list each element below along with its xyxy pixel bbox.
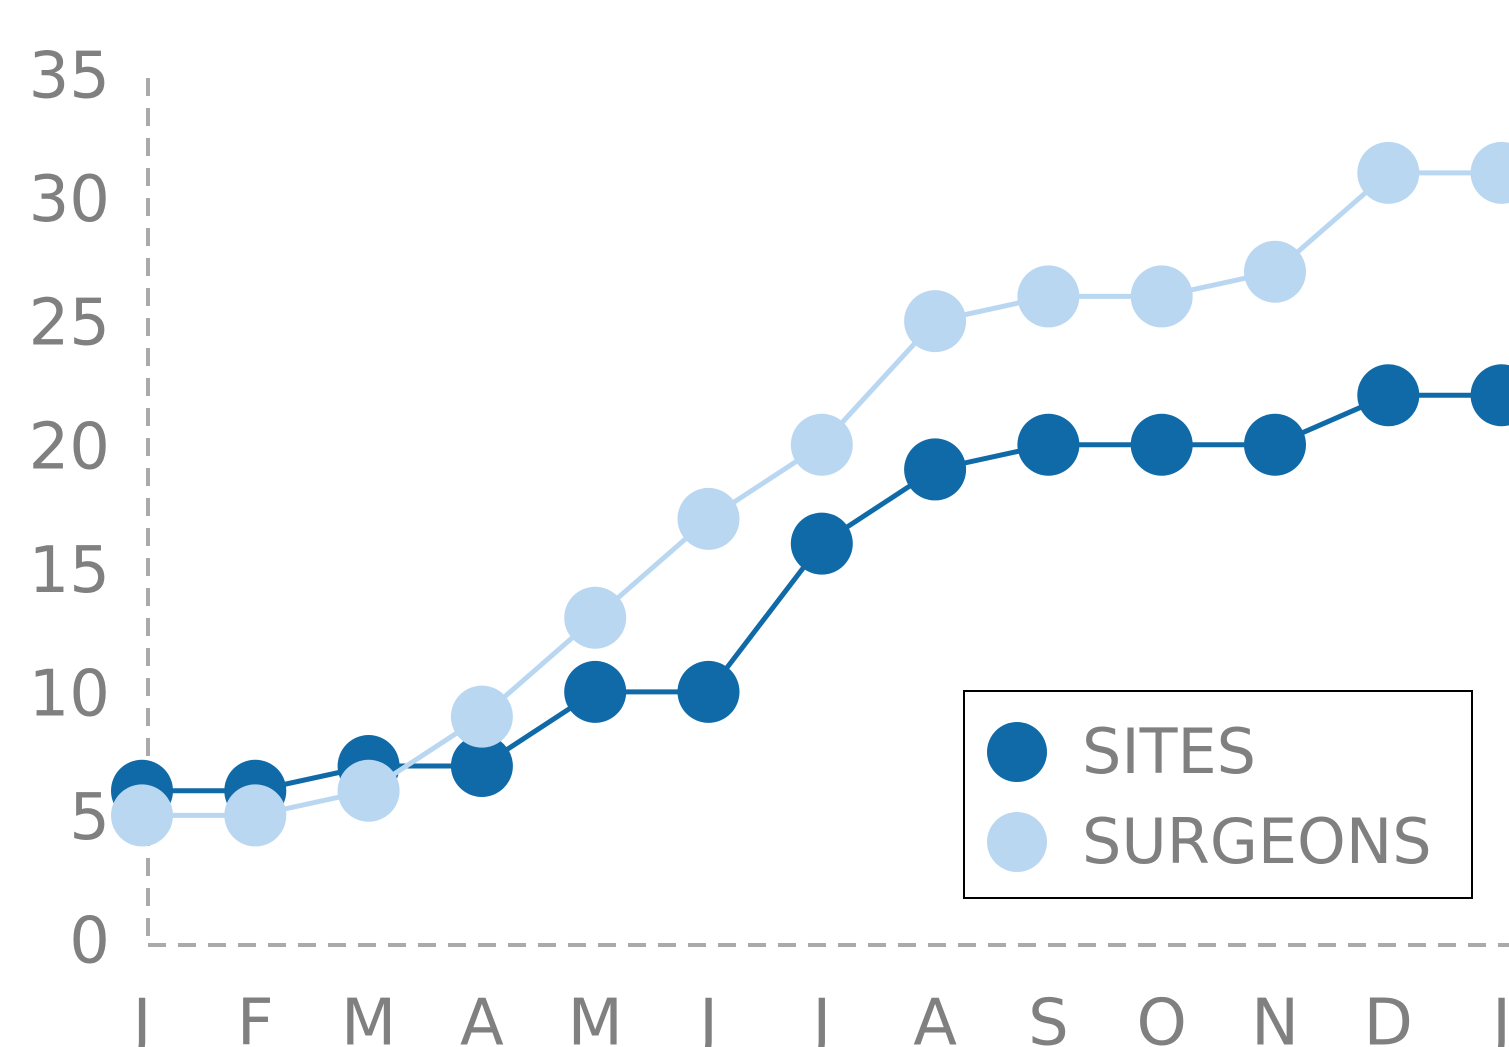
- point: [790, 512, 853, 575]
- point: [564, 660, 627, 723]
- legend-label: SITES: [1082, 715, 1256, 788]
- x-tick-label: M: [568, 987, 623, 1047]
- point: [564, 586, 627, 649]
- x-tick-label: J: [1488, 987, 1509, 1047]
- x-tick-label: J: [129, 987, 152, 1047]
- point: [224, 784, 287, 847]
- point: [1017, 265, 1080, 328]
- y-tick-label: 10: [29, 657, 110, 731]
- x-tick-label: A: [913, 987, 957, 1047]
- y-tick-label: 35: [29, 40, 110, 114]
- point: [450, 735, 513, 797]
- x-tick-label: N: [1251, 987, 1299, 1047]
- point: [904, 438, 967, 501]
- legend-marker: [987, 722, 1047, 782]
- x-tick-label: J: [808, 987, 831, 1047]
- point: [1130, 265, 1193, 328]
- point: [1017, 413, 1080, 476]
- x-tick-label: D: [1364, 987, 1413, 1047]
- x-tick-label: J: [695, 987, 718, 1047]
- legend-label: SURGEONS: [1082, 805, 1432, 878]
- y-tick-label: 30: [29, 163, 110, 237]
- y-tick-label: 0: [69, 905, 110, 979]
- point: [1470, 364, 1509, 427]
- point: [111, 784, 173, 847]
- y-tick-label: 25: [29, 287, 110, 361]
- legend-marker: [987, 812, 1047, 872]
- point: [677, 660, 740, 723]
- point: [450, 685, 513, 748]
- point: [1357, 141, 1420, 204]
- x-tick-label: F: [237, 987, 274, 1047]
- x-tick-label: O: [1137, 987, 1187, 1047]
- x-tick-label: A: [460, 987, 504, 1047]
- point: [1357, 364, 1420, 427]
- point: [1130, 413, 1193, 476]
- point: [790, 413, 853, 476]
- point: [1470, 141, 1509, 204]
- x-tick-label: S: [1028, 987, 1069, 1047]
- point: [1244, 413, 1306, 476]
- x-tick-label: M: [341, 987, 396, 1047]
- point: [337, 759, 400, 822]
- y-tick-label: 5: [69, 781, 110, 855]
- point: [904, 290, 967, 353]
- y-tick-label: 20: [29, 410, 110, 484]
- point: [1244, 240, 1306, 303]
- legend-box: [963, 690, 1473, 899]
- point: [677, 487, 740, 550]
- y-tick-label: 15: [29, 534, 110, 608]
